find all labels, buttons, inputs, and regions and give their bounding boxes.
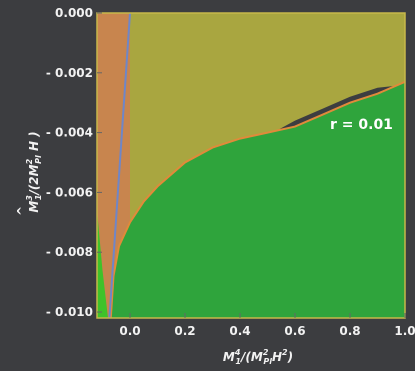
y-label-sub: 1 (34, 195, 43, 201)
x-label-rest-sup2: 2 (282, 348, 288, 357)
x-tick-label: 0.4 (229, 324, 250, 338)
y-label-hat: ^ (15, 206, 29, 216)
bright-green-sliver (97, 210, 108, 318)
x-tick-label: 0.6 (284, 324, 305, 338)
y-tick-label: 0.000 (55, 6, 93, 20)
x-label-rest-pre: /(M (239, 350, 263, 364)
y-tick-label: - 0.004 (46, 126, 93, 140)
x-tick-label: 0.0 (119, 324, 140, 338)
y-label-rest-sup: 2 (25, 158, 34, 164)
x-tick-label: 0.8 (339, 324, 360, 338)
green-region (110, 81, 406, 318)
x-tick-label: 1.0 (394, 324, 415, 338)
orange-boundary (109, 80, 406, 319)
x-label-base: M (223, 350, 235, 364)
x-tick-label: 0.2 (174, 324, 195, 338)
svg-text:M31/(2M2Pl H ): M31/(2M2Pl H ) (25, 131, 43, 212)
annotation-r-value: r = 0.01 (330, 117, 393, 133)
axis-ticks: 0.0 0.2 0.4 0.6 0.8 1.0 0.000 - 0.002 - 0.004 - 0… (46, 6, 415, 338)
x-label-rest-sup: 2 (263, 348, 269, 357)
x-axis-label: M4 1/(M2 PlH2) (223, 348, 293, 366)
x-label-close: ) (287, 350, 293, 364)
y-tick-label: - 0.008 (46, 245, 93, 259)
x-label-sup: 4 (234, 348, 241, 357)
plot-border (96, 12, 406, 319)
x-label-rest-sub: Pl (263, 357, 272, 366)
y-label-rest-sub: Pl (34, 155, 43, 164)
y-tick-label: - 0.010 (46, 305, 93, 319)
x-label-sub: 1 (235, 357, 241, 366)
plot-area (97, 12, 406, 319)
x-label-rest-post: H (272, 350, 282, 364)
y-tick-label: - 0.002 (46, 66, 93, 80)
blue-line (108, 12, 131, 319)
y-label-rest-post: H ) (27, 131, 41, 155)
y-label-sup: 3 (25, 195, 34, 201)
y-label-base: M (27, 201, 41, 213)
y-tick-label: - 0.006 (46, 185, 93, 199)
y-label-rest-pre: /(2M (27, 164, 41, 196)
y-axis-label: M31/(2M2Pl H ) ^ (15, 131, 43, 216)
plot-frame (96, 12, 406, 319)
